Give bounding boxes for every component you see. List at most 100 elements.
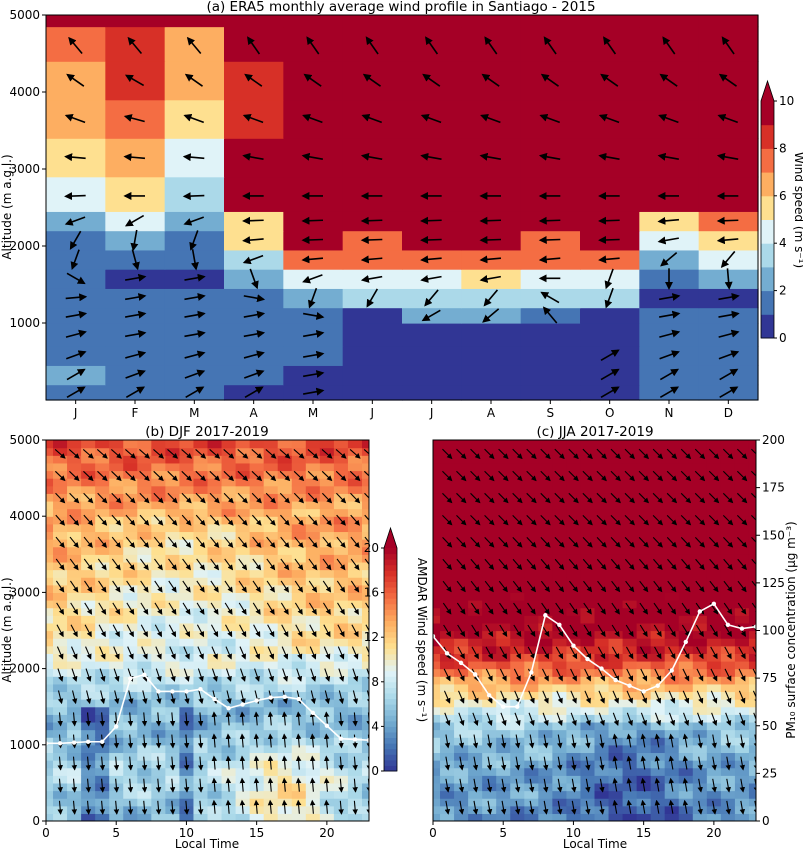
heatmap-cell: [664, 645, 680, 654]
wind-arrow: [254, 668, 260, 682]
wind-arrow: [182, 580, 191, 593]
heatmap-cell: [347, 790, 363, 799]
heatmap-cell: [347, 447, 363, 456]
wind-arrow: [85, 778, 92, 793]
heatmap-cell: [46, 508, 54, 517]
heatmap-cell: [650, 729, 666, 738]
heatmap-cell: [221, 721, 237, 731]
heatmap-cell: [454, 577, 469, 586]
heatmap-cell: [81, 744, 96, 754]
heatmap-cell: [137, 447, 152, 456]
heatmap-cell: [46, 660, 54, 670]
wind-arrow: [725, 734, 731, 749]
heatmap-cell: [580, 767, 596, 776]
heatmap-cell: [46, 714, 54, 723]
wind-arrow: [56, 602, 65, 615]
heatmap-cell: [664, 729, 680, 738]
wind-arrow: [68, 36, 83, 54]
wind-arrow: [251, 448, 263, 459]
heatmap-cell: [496, 554, 511, 563]
heatmap-cell: [454, 554, 469, 563]
heatmap-cell: [748, 440, 756, 449]
heatmap-cell: [53, 523, 68, 533]
heatmap-cell: [608, 569, 624, 578]
wind-arrow: [56, 624, 64, 638]
wind-arrow: [472, 734, 479, 749]
heatmap-cell: [179, 554, 195, 563]
heatmap-cell: [636, 660, 652, 670]
heatmap-cell: [67, 440, 82, 449]
heatmap-cell: [207, 752, 223, 761]
heatmap-cell: [482, 813, 497, 821]
heatmap-cell: [305, 721, 321, 731]
heatmap-cell: [496, 546, 511, 555]
heatmap-cell: [123, 798, 138, 807]
heatmap-cell: [566, 470, 582, 479]
heatmap-cell: [482, 440, 497, 449]
wind-arrow: [442, 558, 452, 570]
wind-arrow: [68, 448, 80, 459]
heatmap-cell: [594, 622, 610, 632]
wind-arrow: [335, 470, 347, 482]
wind-arrow: [556, 690, 563, 704]
wind-arrow: [183, 668, 190, 682]
heatmap-cell: [53, 668, 68, 677]
heatmap-cell: [580, 638, 596, 647]
heatmap-cell: [594, 660, 610, 670]
heatmap-cell: [221, 645, 237, 654]
heatmap-cell: [46, 645, 54, 654]
wind-arrow: [71, 690, 78, 705]
heatmap-cell: [496, 508, 511, 517]
heatmap-cell: [347, 691, 363, 700]
wind-arrow: [659, 329, 681, 338]
heatmap-cell: [524, 470, 539, 479]
heatmap-cell: [650, 790, 666, 799]
wind-arrow: [183, 646, 190, 660]
heatmap-cell: [650, 440, 666, 449]
heatmap-cell: [580, 323, 640, 347]
colorbar-segment: [384, 642, 397, 649]
heatmap-cell: [538, 600, 553, 609]
x-tick-label: 5: [112, 826, 120, 840]
wind-arrow: [444, 778, 451, 793]
heatmap-cell: [193, 615, 209, 624]
wind-arrow: [569, 646, 578, 660]
heatmap-cell: [538, 478, 553, 487]
heatmap-cell: [342, 384, 403, 401]
heatmap-cell: [53, 600, 68, 609]
wind-arrow: [708, 448, 720, 460]
heatmap-cell: [165, 691, 181, 700]
panel-b-title: (b) DJF 2017-2019: [145, 424, 268, 440]
heatmap-cell: [235, 531, 251, 540]
wind-arrow: [280, 580, 289, 593]
heatmap-cell: [622, 813, 638, 821]
heatmap-cell: [165, 508, 181, 517]
heatmap-cell: [748, 447, 756, 456]
wind-arrow: [301, 255, 324, 264]
wind-arrow: [498, 580, 508, 593]
pm10-point: [226, 706, 231, 711]
wind-arrow: [697, 756, 703, 771]
wind-arrow: [659, 386, 680, 398]
wind-arrow: [694, 492, 706, 504]
heatmap-cell: [580, 592, 596, 601]
heatmap-cell: [179, 577, 195, 586]
heatmap-cell: [496, 615, 511, 624]
heatmap-cell: [207, 813, 223, 821]
wind-arrow: [485, 624, 494, 637]
heatmap-cell: [734, 569, 750, 578]
heatmap-cell: [720, 660, 736, 670]
heatmap-cell: [342, 176, 403, 212]
wind-arrow: [512, 448, 523, 460]
heatmap-cell: [277, 470, 293, 479]
heatmap-cell: [109, 447, 124, 456]
heatmap-cell: [538, 790, 553, 799]
heatmap-cell: [524, 790, 539, 799]
heatmap-cell: [433, 744, 441, 754]
heatmap-cell: [580, 531, 596, 540]
heatmap-cell: [734, 440, 750, 449]
heatmap-cell: [53, 508, 68, 517]
heatmap-cell: [361, 683, 369, 693]
heatmap-cell: [433, 561, 441, 571]
heatmap-cell: [524, 500, 539, 510]
